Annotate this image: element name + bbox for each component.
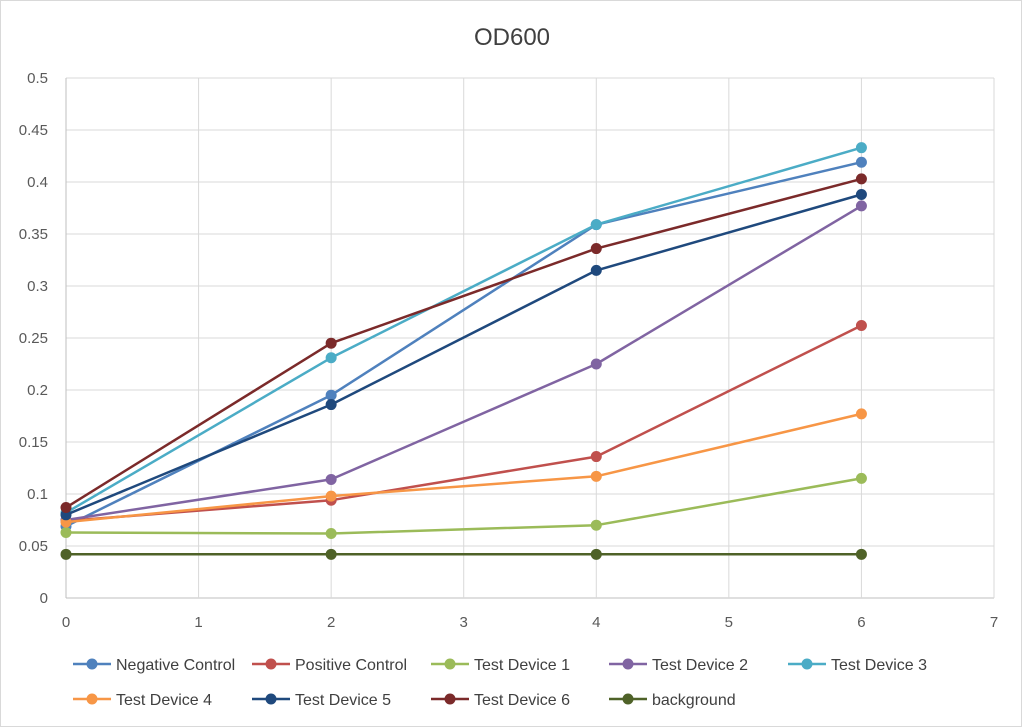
legend-item: Test Device 5 xyxy=(252,692,391,709)
legend-marker xyxy=(444,693,456,705)
data-point xyxy=(325,389,337,401)
legend-marker xyxy=(265,693,277,705)
series-line xyxy=(65,146,862,514)
legend-marker xyxy=(444,658,456,670)
legend-item: Positive Control xyxy=(252,657,407,674)
x-tick-label: 3 xyxy=(460,614,468,631)
x-tick-label: 4 xyxy=(592,614,600,631)
legend-marker xyxy=(86,658,98,670)
data-point xyxy=(60,548,72,560)
x-tick-label: 1 xyxy=(194,614,202,631)
data-point xyxy=(855,472,867,484)
data-point xyxy=(325,548,337,560)
legend-item: Test Device 2 xyxy=(609,657,748,674)
series-line xyxy=(65,324,862,523)
data-point xyxy=(590,243,602,255)
legend-item: Test Device 4 xyxy=(73,692,212,709)
data-point xyxy=(60,526,72,538)
data-point xyxy=(855,142,867,154)
series-line xyxy=(65,412,862,524)
y-tick-label: 0 xyxy=(40,590,48,607)
data-point xyxy=(325,399,337,411)
data-point xyxy=(325,352,337,364)
y-tick-label: 0.25 xyxy=(19,330,48,347)
data-point xyxy=(590,548,602,560)
data-point xyxy=(855,408,867,420)
series-line xyxy=(65,193,862,516)
grid-lines xyxy=(65,77,995,599)
data-point xyxy=(855,200,867,212)
y-tick-label: 0.3 xyxy=(27,278,48,295)
y-tick-label: 0.4 xyxy=(27,174,48,191)
series-test-device-2 xyxy=(60,200,867,526)
y-tick-label: 0.2 xyxy=(27,382,48,399)
legend-label: Test Device 6 xyxy=(474,692,570,709)
legend-label: Test Device 2 xyxy=(652,657,748,674)
legend-label: background xyxy=(652,692,736,709)
legend-item: Test Device 6 xyxy=(431,692,570,709)
series-test-device-6 xyxy=(60,173,867,514)
x-tick-label: 0 xyxy=(62,614,70,631)
legend-item: Test Device 1 xyxy=(431,657,570,674)
x-tick-label: 6 xyxy=(857,614,865,631)
y-tick-label: 0.35 xyxy=(19,226,48,243)
series-test-device-1 xyxy=(60,472,867,540)
legend-marker xyxy=(265,658,277,670)
legend-marker xyxy=(86,693,98,705)
series-line xyxy=(65,477,862,535)
series-lines xyxy=(60,142,867,560)
data-point xyxy=(855,156,867,168)
x-tick-label: 7 xyxy=(990,614,998,631)
data-point xyxy=(855,548,867,560)
legend-label: Test Device 3 xyxy=(831,657,927,674)
data-point xyxy=(855,173,867,185)
legend-item: Negative Control xyxy=(73,657,235,674)
series-line xyxy=(65,204,863,522)
series-test-device-5 xyxy=(60,188,867,521)
legend-marker xyxy=(801,658,813,670)
data-point xyxy=(590,451,602,463)
legend-marker xyxy=(622,658,634,670)
chart-title: OD600 xyxy=(474,24,550,51)
legend-label: Test Device 5 xyxy=(295,692,391,709)
data-point xyxy=(325,490,337,502)
x-tick-label: 2 xyxy=(327,614,335,631)
data-point xyxy=(590,264,602,276)
data-point xyxy=(590,219,602,231)
legend-marker xyxy=(622,693,634,705)
y-tick-label: 0.45 xyxy=(19,122,48,139)
data-point xyxy=(325,528,337,540)
axis-tick-labels: 0 0.05 0.1 0.15 0.2 0.25 0.3 0.35 0.4 0.45 0.5 0 1 2 3… xyxy=(19,70,998,631)
series-background xyxy=(60,548,867,560)
series-line xyxy=(65,177,862,509)
data-point xyxy=(590,519,602,531)
legend-item: background xyxy=(609,692,736,709)
y-tick-label: 0.15 xyxy=(19,434,48,451)
series-test-device-4 xyxy=(60,408,867,528)
data-point xyxy=(590,358,602,370)
data-point xyxy=(60,502,72,514)
legend-label: Positive Control xyxy=(295,657,407,674)
legend-label: Test Device 4 xyxy=(116,692,212,709)
y-tick-label: 0.5 xyxy=(27,70,48,87)
legend: Negative Control Positive Control Test Dev… xyxy=(73,657,927,709)
legend-label: Test Device 1 xyxy=(474,657,570,674)
y-tick-label: 0.05 xyxy=(19,538,48,555)
y-tick-label: 0.1 xyxy=(27,486,48,503)
data-point xyxy=(855,188,867,200)
legend-label: Negative Control xyxy=(116,657,235,674)
data-point xyxy=(325,337,337,349)
x-tick-label: 5 xyxy=(725,614,733,631)
data-point xyxy=(325,473,337,485)
legend-item: Test Device 3 xyxy=(788,657,927,674)
data-point xyxy=(855,320,867,332)
data-point xyxy=(590,470,602,482)
